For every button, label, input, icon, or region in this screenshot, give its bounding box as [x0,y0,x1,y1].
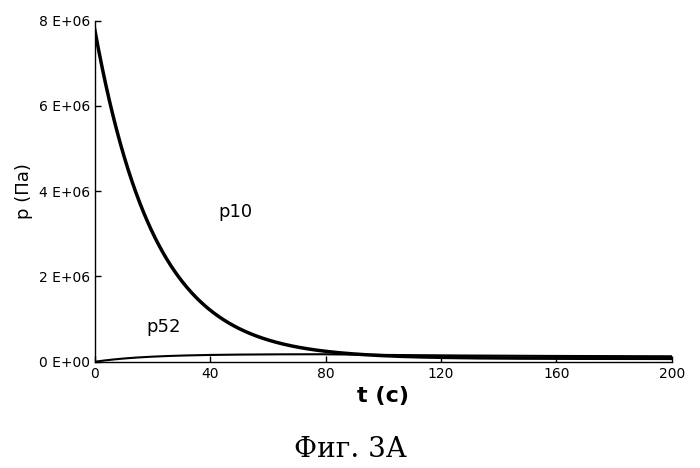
Y-axis label: p (Па): p (Па) [15,163,33,219]
X-axis label: t (c): t (c) [357,386,410,406]
Text: Фиг. 3А: Фиг. 3А [293,436,407,463]
Text: p10: p10 [219,203,253,221]
Text: p52: p52 [146,318,181,336]
